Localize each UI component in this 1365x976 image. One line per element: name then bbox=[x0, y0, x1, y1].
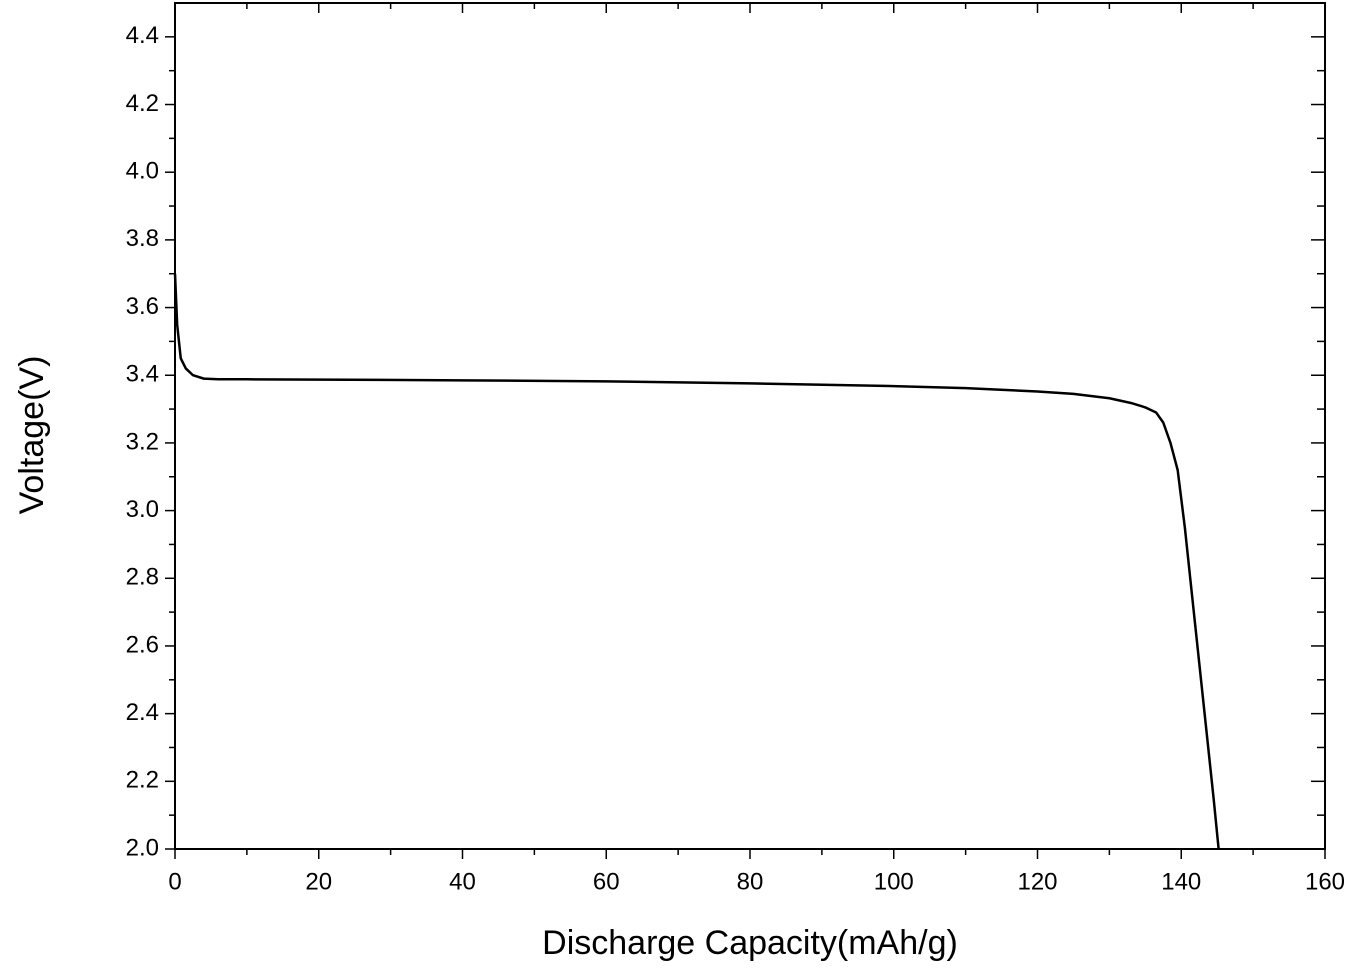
x-tick-label: 160 bbox=[1305, 868, 1345, 895]
x-tick-label: 140 bbox=[1161, 868, 1201, 895]
x-tick-label: 60 bbox=[593, 868, 620, 895]
y-tick-label: 3.8 bbox=[126, 225, 159, 252]
y-tick-label: 4.0 bbox=[126, 158, 159, 185]
y-tick-label: 2.8 bbox=[126, 564, 159, 591]
y-tick-label: 3.4 bbox=[126, 361, 159, 388]
x-tick-label: 80 bbox=[737, 868, 764, 895]
page: {"chart_data": {"type": "line", "x_label… bbox=[0, 0, 1365, 976]
x-axis-label: Discharge Capacity(mAh/g) bbox=[542, 924, 958, 962]
y-tick-label: 4.2 bbox=[126, 90, 159, 117]
y-tick-label: 4.4 bbox=[126, 22, 159, 49]
x-tick-label: 0 bbox=[168, 868, 181, 895]
x-tick-label: 20 bbox=[305, 868, 332, 895]
y-tick-label: 2.0 bbox=[126, 834, 159, 861]
y-tick-label: 3.6 bbox=[126, 293, 159, 320]
y-tick-label: 3.2 bbox=[126, 428, 159, 455]
y-tick-label: 2.4 bbox=[126, 699, 159, 726]
plot-frame bbox=[175, 3, 1325, 849]
y-axis-label: Voltage(V) bbox=[13, 356, 51, 515]
chart: Discharge Capacity(mAh/g) Voltage(V) 0 20… bbox=[0, 0, 1365, 976]
y-tick-label: 2.2 bbox=[126, 767, 159, 794]
y-tick-label: 3.0 bbox=[126, 496, 159, 523]
y-tick-label: 2.6 bbox=[126, 631, 159, 658]
data-line bbox=[175, 274, 1219, 849]
x-tick-label: 100 bbox=[874, 868, 914, 895]
x-tick-label: 120 bbox=[1017, 868, 1057, 895]
x-tick-label: 40 bbox=[449, 868, 476, 895]
